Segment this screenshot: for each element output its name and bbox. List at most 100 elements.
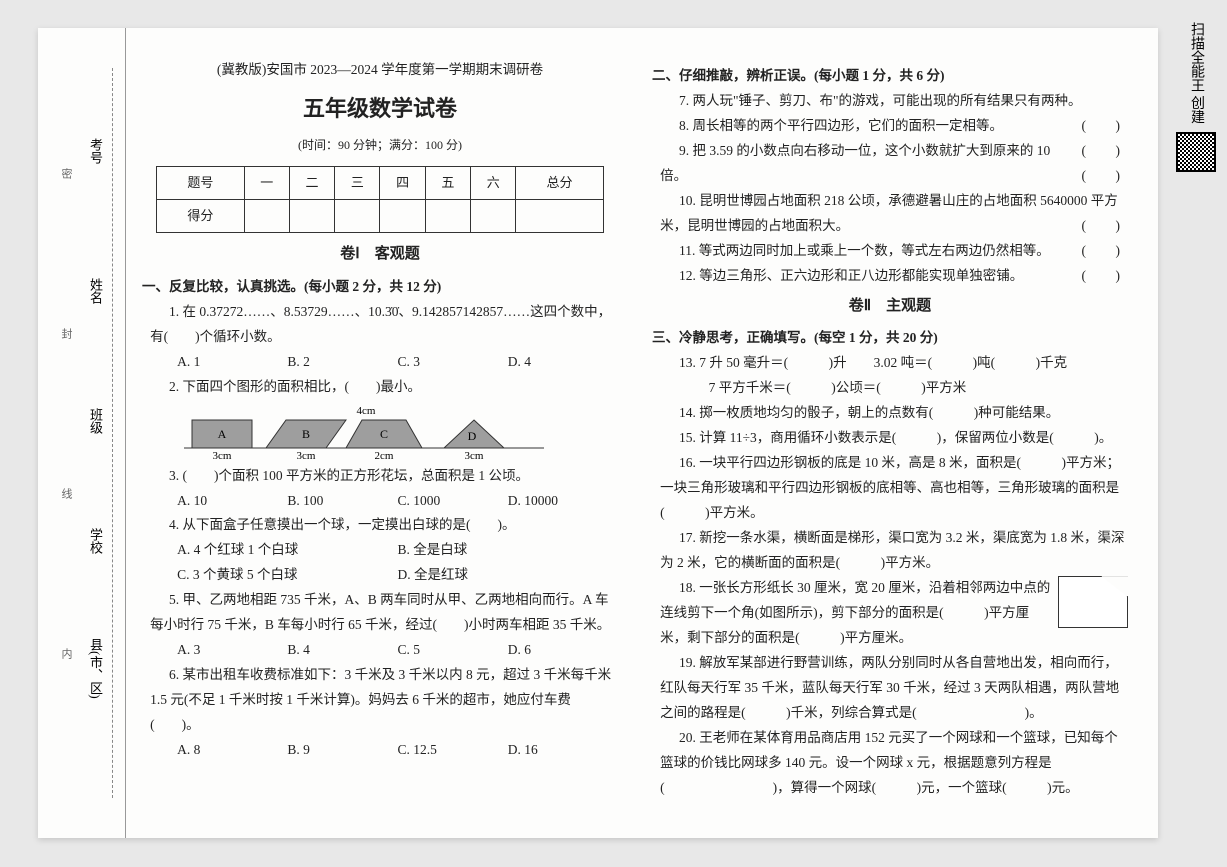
binding-label-examno: 考号	[86, 138, 105, 164]
q1-text: 1. 在 0.37272……、8.53729……、10.3̇0̇、9.14285…	[142, 300, 618, 350]
q4-opt-b: B. 全是白球	[398, 538, 618, 563]
q1-opt-d: D. 4	[508, 350, 618, 375]
content-columns: (冀教版)安国市 2023—2024 学年度第一学期期末调研卷 五年级数学试卷 …	[126, 28, 1158, 838]
q4-opt-d: D. 全是红球	[398, 563, 618, 588]
q13a: 13. 7 升 50 毫升＝( )升 3.02 吨＝( )吨( )千克	[652, 351, 1128, 376]
score-cell[interactable]	[289, 199, 334, 232]
tf-paren[interactable]: ( )	[1063, 139, 1128, 164]
score-row-label: 得分	[157, 199, 244, 232]
q1-opt-a: A. 1	[177, 350, 287, 375]
q12: 12. 等边三角形、正六边形和正八边形都能实现单独密铺。( )	[652, 264, 1128, 289]
score-cell[interactable]	[380, 199, 425, 232]
q4-text: 4. 从下面盒子任意摸出一个球，一定摸出白球的是( )。	[142, 513, 618, 538]
binding-margin: 考号 姓名 班级 学校 县(市、区) 密 封 线 内	[38, 28, 126, 838]
q8: 8. 周长相等的两个平行四边形，它们的面积一定相等。( )	[652, 114, 1128, 139]
q4-options: A. 4 个红球 1 个白球 B. 全是白球 C. 3 个黄球 5 个白球 D.…	[142, 538, 618, 588]
section1-heading: 一、反复比较，认真挑选。(每小题 2 分，共 12 分)	[142, 275, 618, 300]
binding-label-class: 班级	[86, 408, 105, 434]
svg-text:3cm: 3cm	[465, 450, 484, 460]
score-cell[interactable]	[244, 199, 289, 232]
score-header: 二	[289, 166, 334, 199]
q1-opt-b: B. 2	[287, 350, 397, 375]
binding-dash	[112, 68, 113, 798]
tf-paren[interactable]: ( )	[1063, 264, 1128, 289]
q11: 11. 等式两边同时加上或乘上一个数，等式左右两边仍然相等。( )	[652, 239, 1128, 264]
tf-paren[interactable]: ( )	[1063, 114, 1128, 139]
source-line: (冀教版)安国市 2023—2024 学年度第一学期期末调研卷	[142, 58, 618, 83]
q10: 10. 昆明世博园占地面积 218 公顷，承德避暑山庄的占地面积 5640000…	[652, 189, 1128, 239]
section2-heading: 二、仔细推敲，辨析正误。(每小题 1 分，共 6 分)	[652, 64, 1128, 89]
score-table: 题号 一 二 三 四 五 六 总分 得分	[156, 166, 603, 233]
q19: 19. 解放军某部进行野营训练，两队分别同时从各自营地出发，相向而行，红队每天行…	[652, 651, 1128, 726]
q14: 14. 掷一枚质地均匀的骰子，朝上的点数有( )种可能结果。	[652, 401, 1128, 426]
cut-corner-figure	[1058, 576, 1128, 628]
section3-heading: 三、冷静思考，正确填写。(每空 1 分，共 20 分)	[652, 326, 1128, 351]
q2-shapes: 4cm A 3cm B 3cm C 2cm D	[174, 404, 618, 460]
q5-opt-d: D. 6	[508, 638, 618, 663]
q17: 17. 新挖一条水渠，横断面是梯形，渠口宽为 3.2 米，渠底宽为 1.8 米，…	[652, 526, 1128, 576]
q7: 7. 两人玩"锤子、剪刀、布"的游戏，可能出现的所有结果只有两种。( )	[652, 89, 1128, 114]
shape-top-label: 4cm	[357, 405, 376, 417]
svg-text:B: B	[302, 427, 310, 441]
q3-options: A. 10 B. 100 C. 1000 D. 10000	[142, 489, 618, 514]
paper2-heading: 卷Ⅱ 主观题	[652, 293, 1128, 321]
score-header: 四	[380, 166, 425, 199]
score-cell[interactable]	[516, 199, 603, 232]
svg-text:D: D	[468, 429, 477, 443]
seal-char: 封	[58, 328, 74, 339]
score-cell[interactable]	[335, 199, 380, 232]
q6-opt-d: D. 16	[508, 738, 618, 763]
q1-opt-c: C. 3	[398, 350, 508, 375]
binding-label-county: 县(市、区)	[86, 638, 105, 699]
q20: 20. 王老师在某体育用品商店用 152 元买了一个网球和一个篮球，已知每个篮球…	[652, 726, 1128, 801]
q2-text: 2. 下面四个图形的面积相比，( )最小。	[142, 375, 618, 400]
q5-text: 5. 甲、乙两地相距 735 千米，A、B 两车同时从甲、乙两地相向而行。A 车…	[142, 588, 618, 638]
tf-paren[interactable]: ( )	[1063, 164, 1128, 189]
q1-options: A. 1 B. 2 C. 3 D. 4	[142, 350, 618, 375]
score-cell[interactable]	[471, 199, 516, 232]
q6-opt-b: B. 9	[287, 738, 397, 763]
q18: 18. 一张长方形纸长 30 厘米，宽 20 厘米，沿着相邻两边中点的连线剪下一…	[652, 576, 1128, 651]
q3-opt-d: D. 10000	[508, 489, 618, 514]
svg-text:A: A	[218, 427, 227, 441]
q4-opt-a: A. 4 个红球 1 个白球	[177, 538, 397, 563]
score-value-row: 得分	[157, 199, 603, 232]
q5-opt-b: B. 4	[287, 638, 397, 663]
q6-opt-a: A. 8	[177, 738, 287, 763]
tf-paren[interactable]: ( )	[1063, 239, 1128, 264]
svg-text:3cm: 3cm	[213, 450, 232, 460]
score-header: 一	[244, 166, 289, 199]
q6-options: A. 8 B. 9 C. 12.5 D. 16	[142, 738, 618, 763]
exam-page: 考号 姓名 班级 学校 县(市、区) 密 封 线 内 (冀教版)安国市 2023…	[38, 28, 1158, 838]
q15: 15. 计算 11÷3，商用循环小数表示是( )，保留两位小数是( )。	[652, 426, 1128, 451]
svg-text:C: C	[380, 427, 388, 441]
binding-label-name: 姓名	[86, 278, 105, 304]
score-header: 题号	[157, 166, 244, 199]
q5-opt-c: C. 5	[398, 638, 508, 663]
svg-text:2cm: 2cm	[375, 450, 394, 460]
score-header: 五	[425, 166, 470, 199]
binding-label-school: 学校	[86, 528, 105, 554]
q5-options: A. 3 B. 4 C. 5 D. 6	[142, 638, 618, 663]
q3-opt-c: C. 1000	[398, 489, 508, 514]
seal-char: 密	[58, 168, 74, 179]
q4-opt-c: C. 3 个黄球 5 个白球	[177, 563, 397, 588]
qr-code-icon	[1176, 132, 1216, 172]
tf-paren[interactable]: ( )	[1063, 214, 1128, 239]
score-header: 六	[471, 166, 516, 199]
qr-caption: 扫描全能王 创建	[1186, 22, 1206, 124]
score-header: 总分	[516, 166, 603, 199]
main-title: 五年级数学试卷	[142, 89, 618, 130]
right-column: 二、仔细推敲，辨析正误。(每小题 1 分，共 6 分) 7. 两人玩"锤子、剪刀…	[652, 58, 1128, 818]
q18-text: 18. 一张长方形纸长 30 厘米，宽 20 厘米，沿着相邻两边中点的连线剪下一…	[660, 580, 1050, 645]
score-cell[interactable]	[425, 199, 470, 232]
seal-char: 内	[58, 648, 74, 659]
timing-line: (时间：90 分钟；满分：100 分)	[142, 134, 618, 156]
seal-char: 线	[58, 488, 74, 499]
q5-opt-a: A. 3	[177, 638, 287, 663]
score-header: 三	[335, 166, 380, 199]
q13b: 7 平方千米＝( )公顷＝( )平方米	[652, 376, 1128, 401]
q9: 9. 把 3.59 的小数点向右移动一位，这个小数就扩大到原来的 10 倍。( …	[652, 139, 1128, 189]
q6-opt-c: C. 12.5	[398, 738, 508, 763]
left-column: (冀教版)安国市 2023—2024 学年度第一学期期末调研卷 五年级数学试卷 …	[142, 58, 618, 818]
